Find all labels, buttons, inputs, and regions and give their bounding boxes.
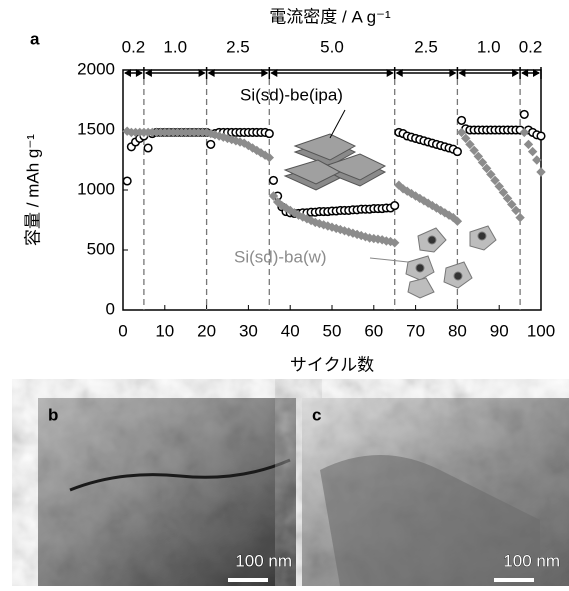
panel-label: a bbox=[30, 29, 40, 48]
x-tick-label: 80 bbox=[448, 321, 467, 340]
data-point bbox=[458, 117, 466, 125]
x-tick-label: 60 bbox=[364, 321, 383, 340]
scale-bar-label: 100 nm bbox=[235, 551, 292, 570]
y-tick-label: 500 bbox=[87, 239, 115, 258]
panel-label: c bbox=[312, 405, 321, 424]
rate-label: 2.5 bbox=[414, 37, 438, 56]
rate-label: 2.5 bbox=[226, 37, 250, 56]
x-tick-label: 40 bbox=[281, 321, 300, 340]
x-tick-label: 0 bbox=[118, 321, 127, 340]
y-axis-title: 容量 / mAh g⁻¹ bbox=[23, 134, 42, 246]
data-point bbox=[524, 140, 532, 148]
x-axis-title: サイクル数 bbox=[290, 355, 374, 374]
data-point bbox=[123, 177, 131, 185]
rate-label: 0.2 bbox=[122, 37, 146, 56]
y-tick-label: 0 bbox=[106, 299, 115, 318]
series-annotation: Si(sd)-be(ipa) bbox=[240, 85, 343, 104]
x-tick-label: 20 bbox=[197, 321, 216, 340]
y-tick-label: 1500 bbox=[77, 119, 115, 138]
data-point bbox=[537, 168, 545, 176]
top-axis-title: 電流密度 / A g⁻¹ bbox=[269, 7, 391, 26]
particle-illustration bbox=[370, 226, 496, 298]
data-point bbox=[520, 111, 528, 119]
y-tick-label: 1000 bbox=[77, 179, 115, 198]
rate-label: 0.2 bbox=[519, 37, 543, 56]
rate-label: 5.0 bbox=[320, 37, 344, 56]
data-point bbox=[516, 214, 524, 222]
rate-label: 1.0 bbox=[477, 37, 501, 56]
x-tick-label: 50 bbox=[323, 321, 342, 340]
x-tick-label: 30 bbox=[239, 321, 258, 340]
x-tick-label: 90 bbox=[490, 321, 509, 340]
page: a 電流密度 / A g⁻¹ サイクル数 容量 / mAh g⁻¹ 050010… bbox=[0, 0, 569, 586]
series-annotation: Si(sd)-ba(w) bbox=[234, 247, 327, 266]
figure: a 電流密度 / A g⁻¹ サイクル数 容量 / mAh g⁻¹ 050010… bbox=[0, 0, 569, 586]
flake-illustration bbox=[285, 110, 385, 190]
data-point bbox=[144, 144, 152, 152]
data-point bbox=[454, 148, 462, 156]
rate-label: 1.0 bbox=[163, 37, 187, 56]
plot-frame bbox=[123, 70, 541, 310]
x-tick-label: 70 bbox=[406, 321, 425, 340]
scale-bar-label: 100 nm bbox=[503, 551, 560, 570]
data-point bbox=[270, 177, 278, 185]
data-point bbox=[533, 156, 541, 164]
panel-label: b bbox=[48, 405, 58, 424]
data-point bbox=[207, 141, 215, 149]
data-point bbox=[266, 130, 274, 138]
data-point bbox=[529, 148, 537, 156]
x-tick-label: 10 bbox=[155, 321, 174, 340]
data-point bbox=[537, 132, 545, 140]
x-tick-label: 100 bbox=[527, 321, 555, 340]
y-tick-label: 2000 bbox=[77, 59, 115, 78]
data-point bbox=[391, 202, 399, 210]
